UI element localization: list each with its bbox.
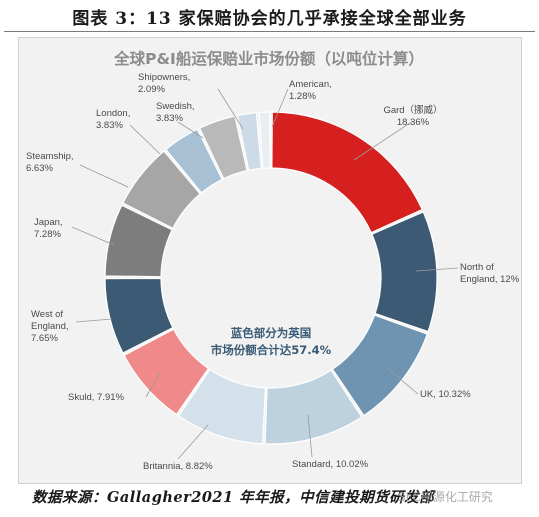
slice-west-of-england	[104, 277, 174, 354]
leader-line	[385, 366, 419, 395]
slice-japan	[104, 204, 173, 278]
leader-line	[71, 226, 115, 246]
leader-line	[177, 121, 204, 139]
leader-line	[217, 88, 244, 130]
slice-label: UK, 10.32%	[420, 389, 471, 400]
slice-label: Skuld, 7.91%	[68, 392, 125, 403]
slice-label: Steamship, 6.63%	[26, 151, 74, 174]
leader-line	[79, 164, 129, 188]
slice-swedish	[198, 115, 248, 180]
slice-label: North of England, 12%	[460, 262, 520, 285]
slice-steamship	[122, 150, 201, 230]
leader-line	[307, 414, 313, 458]
leader-line	[177, 424, 209, 460]
center-note-line-1: 蓝色部分为英国	[231, 326, 312, 340]
chart-title: 全球P&I船运保赔业市场份额（以吨位计算）	[113, 49, 424, 68]
leader-line	[75, 318, 113, 323]
title-divider	[4, 31, 535, 32]
slice-skuld	[123, 328, 210, 416]
leader-line	[271, 88, 289, 128]
slice-britannia	[177, 368, 267, 445]
slice-label: Standard, 10.02%	[292, 459, 369, 470]
slice-uk	[331, 314, 429, 417]
slice-gard	[271, 111, 424, 234]
slice-label: Gard（挪威） 18.36%	[383, 104, 442, 128]
slice-label: London, 3.83%	[96, 108, 130, 131]
slice-shipowners	[236, 111, 262, 171]
slice-label: Swedish, 3.83%	[156, 101, 195, 124]
slice-label: Shipowners, 2.09%	[138, 72, 190, 95]
slice-label: Britannia, 8.82%	[143, 461, 213, 472]
slice-label: West of England, 7.65%	[31, 309, 69, 344]
slice-label: American, 1.28%	[289, 79, 332, 102]
leader-line	[353, 120, 414, 161]
source-note: 数据来源：Gallagher2021 年年报，中信建投期货研发部	[32, 489, 435, 506]
leader-line	[129, 124, 161, 155]
leader-line	[145, 372, 161, 398]
figure-title: 图表 3：13 家保赔协会的几乎承接全球全部业务	[72, 9, 467, 29]
slice-american	[258, 111, 271, 169]
slice-standard	[264, 369, 363, 445]
slice-label: Japan, 7.28%	[34, 217, 63, 240]
donut-chart: 全球P&I船运保赔业市场份额（以吨位计算） Gard（挪威） 18.36% Nort…	[26, 49, 520, 472]
watermark-text: SFC能源化工研究	[398, 490, 493, 504]
slice-london	[165, 128, 223, 194]
center-note-line-2: 市场份额合计达57.4%	[211, 343, 332, 357]
leader-line	[415, 267, 459, 272]
slice-north-of-england	[371, 211, 438, 333]
